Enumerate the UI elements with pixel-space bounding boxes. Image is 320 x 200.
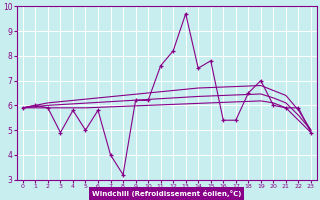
X-axis label: Windchill (Refroidissement éolien,°C): Windchill (Refroidissement éolien,°C): [92, 190, 242, 197]
